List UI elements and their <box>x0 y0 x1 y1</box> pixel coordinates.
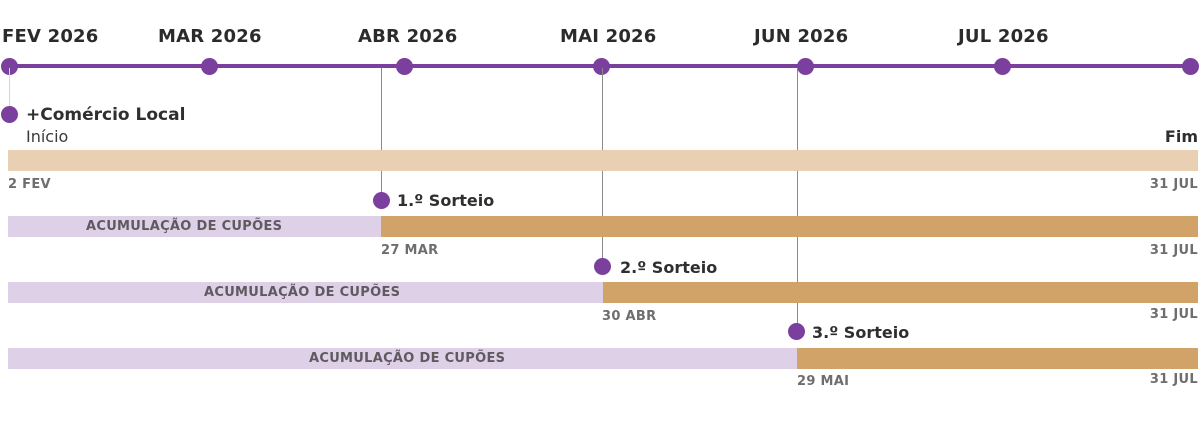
month-label-jul: JUL 2026 <box>958 26 1049 47</box>
draw-1-label: 1.º Sorteio <box>397 191 495 210</box>
draw-2-end-date: 31 JUL <box>1149 307 1198 322</box>
draw-3-label: 3.º Sorteio <box>812 323 910 342</box>
draw-1-accumulation-bar <box>8 216 381 237</box>
draw-2-accumulation-bar <box>8 282 603 303</box>
campaign-period-bar <box>8 150 1198 171</box>
draw-2-label: 2.º Sorteio <box>620 258 718 277</box>
draw-1-dot <box>373 192 390 209</box>
draw-1-date: 27 MAR <box>381 243 439 258</box>
month-label-mai: MAI 2026 <box>560 26 657 47</box>
campaign-end-date: 31 JUL <box>1149 177 1198 192</box>
month-dot-abr <box>396 58 413 75</box>
draw-1-accumulation-label: ACUMULAÇÃO DE CUPÕES <box>86 219 283 234</box>
month-dot-jul <box>994 58 1011 75</box>
draw-1-draw-bar <box>381 216 1198 237</box>
campaign-start-label: Início <box>26 127 69 146</box>
draw-1-end-date: 31 JUL <box>1149 243 1198 258</box>
draw-2-dot <box>594 258 611 275</box>
draw-2-draw-bar <box>603 282 1198 303</box>
campaign-end-label: Fim <box>1164 127 1198 146</box>
month-label-fev: FEV 2026 <box>2 26 99 47</box>
campaign-start-date: 2 FEV <box>8 177 51 192</box>
campaign-start-dot <box>1 106 18 123</box>
draw-3-accumulation-bar <box>8 348 797 369</box>
draw-3-draw-bar <box>797 348 1198 369</box>
month-dot-jun <box>797 58 814 75</box>
connector-draw-1 <box>381 68 382 194</box>
draw-3-accumulation-label: ACUMULAÇÃO DE CUPÕES <box>309 351 506 366</box>
draw-3-date: 29 MAI <box>797 374 850 389</box>
month-dot-mar <box>201 58 218 75</box>
draw-2-date: 30 ABR <box>602 309 657 324</box>
month-dot-mai <box>593 58 610 75</box>
month-label-abr: ABR 2026 <box>358 26 458 47</box>
campaign-title: +Comércio Local <box>26 105 186 125</box>
month-label-jun: JUN 2026 <box>754 26 849 47</box>
connector-start <box>9 68 10 108</box>
draw-2-accumulation-label: ACUMULAÇÃO DE CUPÕES <box>204 285 401 300</box>
month-dot-end <box>1182 58 1199 75</box>
connector-draw-3 <box>797 68 798 324</box>
draw-3-end-date: 31 JUL <box>1149 372 1198 387</box>
month-dot-fev <box>1 58 18 75</box>
draw-3-dot <box>788 323 805 340</box>
month-label-mar: MAR 2026 <box>158 26 262 47</box>
